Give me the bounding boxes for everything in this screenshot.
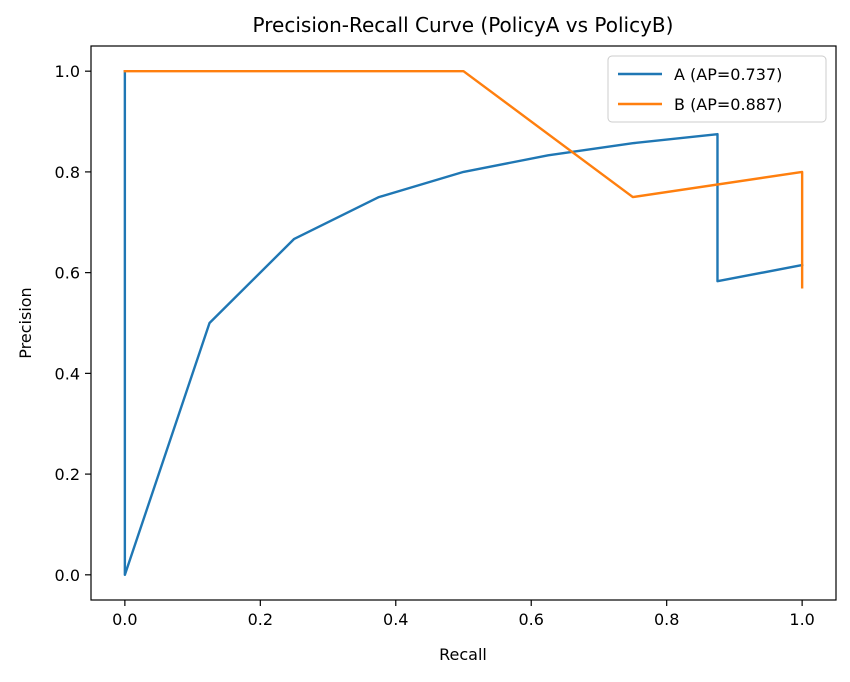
series-line-b bbox=[123, 69, 804, 289]
x-axis-label: Recall bbox=[439, 645, 487, 664]
y-axis: 0.0 0.2 0.4 0.6 0.8 1.0 bbox=[55, 62, 91, 585]
x-tick-label: 0.4 bbox=[383, 610, 408, 629]
x-tick-label: 0.8 bbox=[654, 610, 679, 629]
series-line-a bbox=[123, 69, 804, 577]
x-tick-label: 1.0 bbox=[789, 610, 814, 629]
plot-frame bbox=[90, 45, 837, 601]
y-tick-label: 1.0 bbox=[55, 62, 80, 81]
legend-box bbox=[607, 55, 827, 123]
y-tick-label: 0.8 bbox=[55, 163, 80, 182]
series-layer bbox=[123, 69, 804, 577]
legend-label-a: A (AP=0.737) bbox=[674, 65, 782, 84]
y-tick-label: 0.4 bbox=[55, 364, 80, 383]
y-tick-label: 0.0 bbox=[55, 566, 80, 585]
chart-title: Precision-Recall Curve (PolicyA vs Polic… bbox=[253, 13, 674, 37]
x-axis: 0.0 0.2 0.4 0.6 0.8 1.0 bbox=[112, 600, 815, 629]
plot-area bbox=[91, 46, 836, 600]
x-tick-label: 0.0 bbox=[112, 610, 137, 629]
legend-label-b: B (AP=0.887) bbox=[674, 95, 782, 114]
y-tick-label: 0.2 bbox=[55, 465, 80, 484]
x-tick-label: 0.6 bbox=[519, 610, 544, 629]
y-axis-label: Precision bbox=[16, 287, 35, 358]
plot-background bbox=[91, 46, 836, 600]
legend: A (AP=0.737) B (AP=0.887) bbox=[607, 55, 827, 123]
y-tick-label: 0.6 bbox=[55, 264, 80, 283]
x-tick-label: 0.2 bbox=[248, 610, 273, 629]
